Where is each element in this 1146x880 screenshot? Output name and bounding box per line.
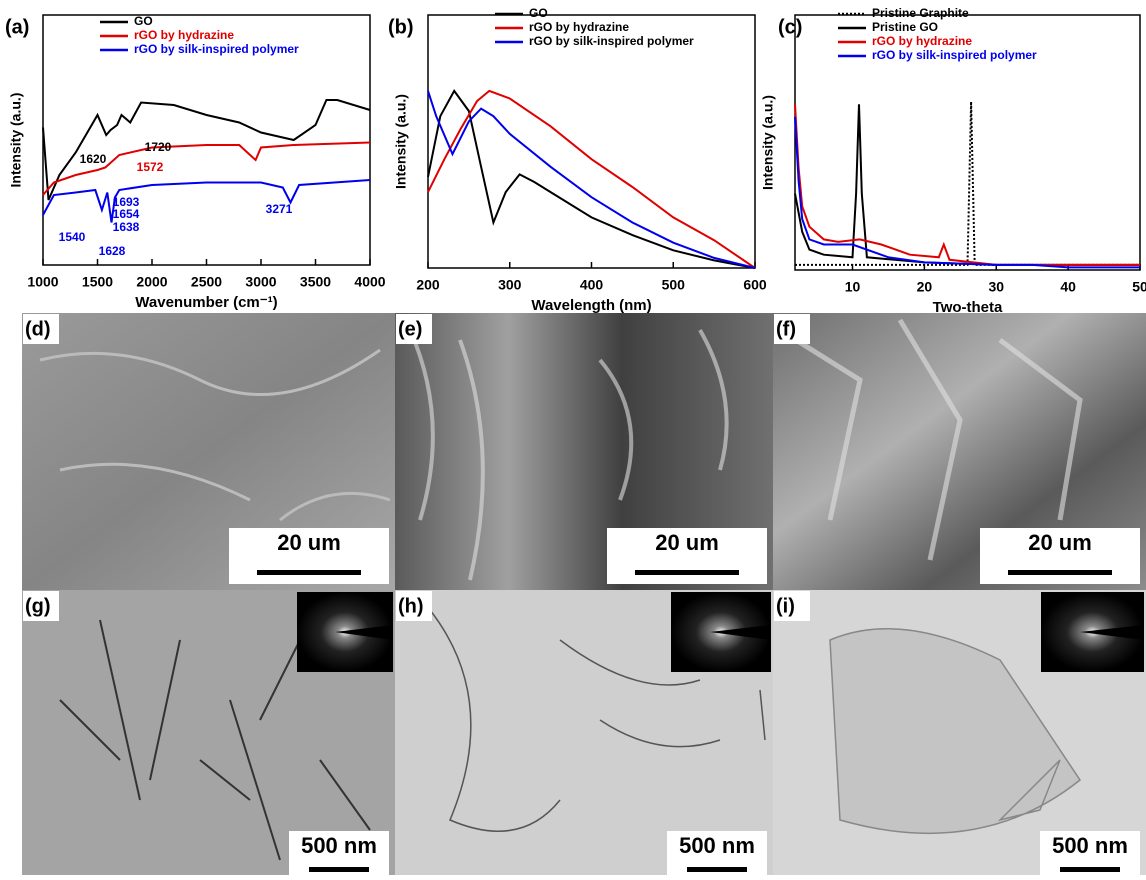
panel-label: (e) bbox=[398, 318, 422, 340]
x-tick-label: 4000 bbox=[354, 274, 385, 290]
scale-bar-label: 20 um bbox=[655, 530, 719, 555]
x-tick-label: 40 bbox=[1060, 279, 1076, 295]
annotation: 1540 bbox=[59, 230, 86, 244]
scale-bar bbox=[1060, 867, 1120, 872]
x-axis-label: Wavenumber (cm⁻¹) bbox=[135, 294, 277, 311]
legend-label: rGO by hydrazine bbox=[134, 28, 234, 42]
scale-bar bbox=[257, 570, 361, 575]
panel-label: (g) bbox=[25, 595, 51, 617]
sem-images bbox=[22, 313, 1146, 590]
panel-label: (b) bbox=[388, 16, 414, 38]
scale-bar bbox=[687, 867, 747, 872]
x-tick-label: 30 bbox=[988, 279, 1004, 295]
legend-label: Pristine Graphite bbox=[872, 6, 969, 20]
series-line bbox=[428, 91, 755, 268]
y-axis-label: Intensity (a.u.) bbox=[760, 95, 776, 190]
scale-bar-label: 500 nm bbox=[301, 833, 377, 858]
legend-label: rGO by silk-inspired polymer bbox=[529, 34, 694, 48]
x-tick-label: 3000 bbox=[245, 274, 276, 290]
plot-frame bbox=[428, 15, 755, 268]
annotation: 1572 bbox=[137, 160, 164, 174]
annotation: 1620 bbox=[80, 152, 107, 166]
series-line bbox=[43, 143, 370, 196]
x-tick-label: 200 bbox=[416, 277, 440, 293]
y-axis-label: Intensity (a.u.) bbox=[393, 94, 409, 189]
legend-label: rGO by hydrazine bbox=[529, 20, 629, 34]
legend-label: Pristine GO bbox=[872, 20, 938, 34]
x-tick-label: 3500 bbox=[300, 274, 331, 290]
legend-label: GO bbox=[529, 6, 548, 20]
x-tick-label: 500 bbox=[662, 277, 686, 293]
series-line bbox=[43, 180, 370, 223]
scale-bar-label: 20 um bbox=[277, 530, 341, 555]
legend-label: rGO by hydrazine bbox=[872, 34, 972, 48]
x-tick-label: 10 bbox=[845, 279, 861, 295]
x-tick-label: 1500 bbox=[82, 274, 113, 290]
annotation: 3271 bbox=[266, 202, 293, 216]
scale-bar bbox=[309, 867, 369, 872]
x-tick-label: 2500 bbox=[191, 274, 222, 290]
panel-label: (c) bbox=[778, 16, 802, 38]
x-tick-label: 600 bbox=[743, 277, 767, 293]
scale-bar-label: 20 um bbox=[1028, 530, 1092, 555]
legend-label: rGO by silk-inspired polymer bbox=[872, 48, 1037, 62]
x-tick-label: 50 bbox=[1132, 279, 1146, 295]
x-tick-label: 2000 bbox=[136, 274, 167, 290]
panel-label: (d) bbox=[25, 318, 51, 340]
panel-label: (a) bbox=[5, 16, 29, 38]
scale-bar-label: 500 nm bbox=[679, 833, 755, 858]
y-axis-label: Intensity (a.u.) bbox=[8, 93, 24, 188]
legend-label: rGO by silk-inspired polymer bbox=[134, 42, 299, 56]
tem-images bbox=[22, 590, 1146, 875]
x-axis-label: Two-theta bbox=[933, 299, 1003, 316]
series-line bbox=[43, 100, 370, 200]
panel-label: (f) bbox=[776, 318, 796, 340]
scale-bar bbox=[1008, 570, 1112, 575]
x-tick-label: 20 bbox=[917, 279, 933, 295]
annotation: 1638 bbox=[113, 220, 140, 234]
panel-label: (i) bbox=[776, 595, 795, 617]
x-tick-label: 400 bbox=[580, 277, 604, 293]
series-line bbox=[428, 91, 755, 268]
scale-bar-label: 500 nm bbox=[1052, 833, 1128, 858]
annotation: 1654 bbox=[113, 207, 140, 221]
figure: (a) 1000 1500 2000 2500 3000 3500 4000 Wavenumbe… bbox=[0, 0, 1146, 875]
series-line bbox=[428, 91, 755, 268]
x-tick-label: 300 bbox=[498, 277, 522, 293]
panel-label: (h) bbox=[398, 595, 424, 617]
annotation: 1720 bbox=[145, 140, 172, 154]
x-tick-label: 1000 bbox=[27, 274, 58, 290]
x-axis-label: Wavelength (nm) bbox=[531, 297, 651, 314]
scale-bar bbox=[635, 570, 739, 575]
annotation: 1628 bbox=[99, 244, 126, 258]
legend-label: GO bbox=[134, 14, 153, 28]
